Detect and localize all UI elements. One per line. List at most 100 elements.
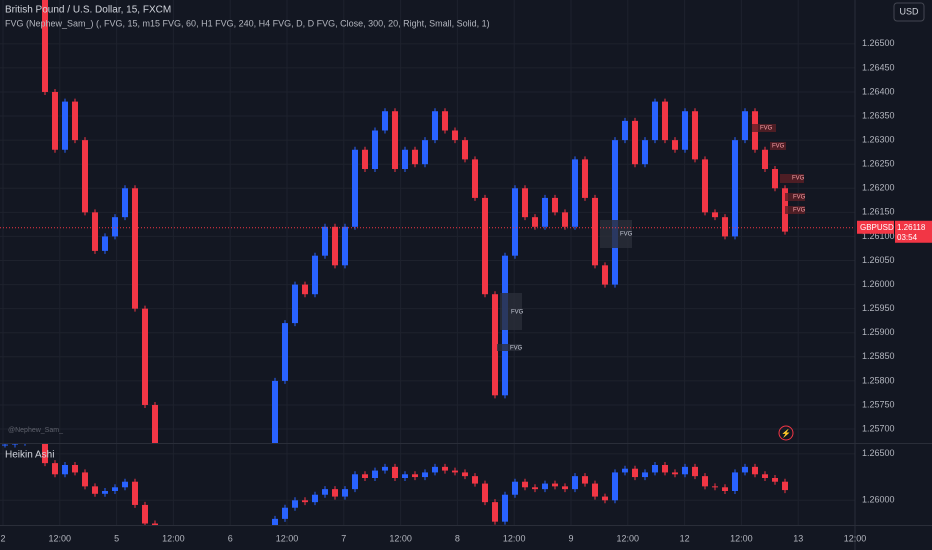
x-tick-label: 7 bbox=[341, 533, 346, 543]
y-tick-label: 1.25700 bbox=[862, 423, 895, 433]
candle bbox=[702, 159, 708, 213]
currency-button[interactable] bbox=[893, 2, 925, 22]
symbol-badge bbox=[857, 220, 894, 234]
currency-label[interactable]: USD bbox=[899, 6, 919, 16]
candle bbox=[452, 130, 458, 141]
candle bbox=[502, 494, 508, 522]
candle bbox=[112, 487, 118, 492]
candle bbox=[642, 472, 648, 478]
y-tick-label: 1.26150 bbox=[862, 207, 895, 217]
fvg-label: FVG bbox=[620, 232, 633, 238]
candle bbox=[672, 472, 678, 475]
candle bbox=[392, 466, 398, 478]
y-tick-label: 1.25950 bbox=[862, 303, 895, 313]
watermark: @Nephew_Sam_ bbox=[8, 427, 63, 434]
candle bbox=[282, 323, 288, 381]
fvg-box bbox=[780, 174, 804, 183]
x-tick-label: 12 bbox=[680, 533, 690, 543]
x-tick-label: 12:00 bbox=[617, 533, 640, 543]
candle bbox=[332, 226, 338, 266]
candle bbox=[202, 525, 208, 549]
candle bbox=[672, 140, 678, 150]
candle bbox=[402, 474, 408, 478]
y-tick-label: 1.26450 bbox=[862, 62, 895, 72]
candle bbox=[422, 472, 428, 478]
candle bbox=[772, 477, 778, 482]
y-tick-label: 1.26000 bbox=[862, 495, 895, 505]
candle bbox=[412, 149, 418, 165]
axes: 1.25700 1.25750 1.25800 1.25850 1.25900 1.259… bbox=[0, 38, 932, 543]
y-tick-label: 1.25900 bbox=[862, 327, 895, 337]
candle bbox=[322, 226, 328, 256]
candle bbox=[92, 486, 98, 494]
y-tick-label: 1.26200 bbox=[862, 183, 895, 193]
fvg-boxes: FVG FVG FVG FVG FVG FVG FVG FVG bbox=[497, 124, 806, 352]
candle bbox=[732, 472, 738, 492]
candle bbox=[342, 489, 348, 497]
x-tick-label: 12:00 bbox=[389, 533, 412, 543]
candle bbox=[412, 474, 418, 478]
candle bbox=[662, 464, 668, 473]
candle bbox=[712, 486, 718, 488]
fvg-box bbox=[500, 293, 522, 330]
candle bbox=[692, 466, 698, 477]
candle bbox=[632, 468, 638, 478]
candle bbox=[42, 444, 48, 464]
candle bbox=[472, 159, 478, 198]
candle bbox=[442, 466, 448, 471]
candle bbox=[12, 444, 18, 445]
countdown-label: 03:54 bbox=[897, 233, 918, 242]
candle bbox=[242, 511, 248, 525]
x-tick-label: 12:00 bbox=[844, 533, 867, 543]
candle bbox=[212, 525, 218, 535]
candle bbox=[512, 188, 518, 256]
candle bbox=[52, 463, 58, 475]
candle bbox=[722, 217, 728, 237]
lower-pane-title: Heikin Ashi bbox=[5, 450, 54, 461]
fvg-box bbox=[785, 193, 805, 201]
candle bbox=[462, 472, 468, 477]
candle bbox=[342, 226, 348, 266]
y-tick-label: 1.26050 bbox=[862, 255, 895, 265]
candle bbox=[82, 472, 88, 487]
candle bbox=[152, 404, 158, 443]
x-tick-label: 8 bbox=[455, 533, 460, 543]
candle bbox=[642, 140, 648, 165]
fvg-box bbox=[785, 206, 805, 214]
candle bbox=[192, 535, 198, 549]
candle bbox=[742, 466, 748, 473]
x-tick-label: 2 bbox=[0, 533, 5, 543]
x-tick-label: 9 bbox=[568, 533, 573, 543]
alert-icon[interactable] bbox=[778, 425, 794, 441]
candle bbox=[482, 483, 488, 503]
candle bbox=[432, 466, 438, 473]
x-tick-label: 12:00 bbox=[730, 533, 753, 543]
candle bbox=[622, 120, 628, 141]
lower-grid bbox=[0, 444, 856, 525]
candle bbox=[362, 149, 368, 170]
candle bbox=[292, 500, 298, 508]
candle bbox=[322, 489, 328, 495]
price-badge bbox=[895, 220, 932, 243]
candle bbox=[122, 188, 128, 218]
candle bbox=[682, 111, 688, 150]
candle bbox=[132, 481, 138, 505]
candle bbox=[122, 481, 128, 488]
y-tick-label: 1.26400 bbox=[862, 86, 895, 96]
symbol-title: British Pound / U.S. Dollar, 15, FXCM bbox=[5, 5, 171, 16]
candle bbox=[302, 284, 308, 295]
x-tick-label: 12:00 bbox=[503, 533, 526, 543]
x-tick-label: 13 bbox=[793, 533, 803, 543]
y-tick-label: 1.26300 bbox=[862, 134, 895, 144]
candle bbox=[552, 483, 558, 487]
candle bbox=[252, 487, 258, 511]
y-tick-label: 1.25750 bbox=[862, 399, 895, 409]
candle bbox=[782, 481, 788, 491]
candle bbox=[522, 481, 528, 488]
candle bbox=[602, 496, 608, 501]
candle bbox=[572, 159, 578, 227]
candle bbox=[752, 466, 758, 475]
candle bbox=[2, 444, 8, 446]
candle bbox=[252, 539, 258, 544]
candle bbox=[352, 474, 358, 490]
